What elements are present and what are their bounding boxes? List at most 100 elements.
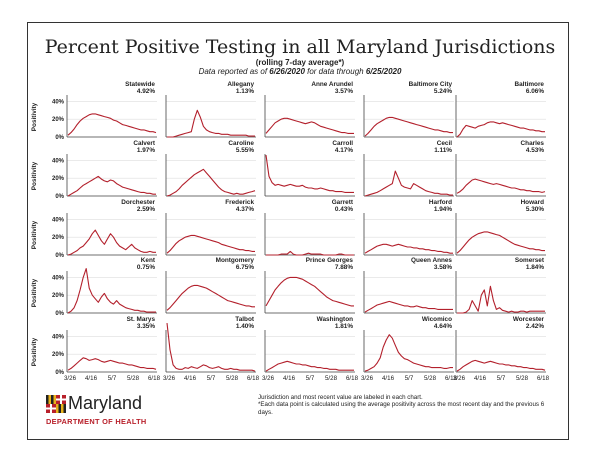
- series-line: [67, 113, 157, 136]
- series-line: [456, 178, 546, 194]
- panel-latest-value: 1.81%: [335, 323, 353, 330]
- logo-department: DEPARTMENT OF HEALTH: [46, 417, 147, 426]
- x-tick-label: 4/16: [283, 375, 296, 382]
- series-line: [166, 323, 256, 372]
- y-tick-label: 20%: [52, 293, 65, 299]
- chart-title: Percent Positive Testing in all Maryland…: [44, 36, 556, 58]
- x-tick-label: 3/26: [361, 375, 374, 382]
- footer-notes: Jurisdiction and most recent value are l…: [258, 394, 558, 416]
- y-tick-label: 0%: [55, 135, 64, 141]
- y-axis-label: Positivity: [31, 337, 38, 366]
- panel-name: Worcester: [513, 316, 545, 323]
- panel-latest-value: 2.42%: [526, 323, 544, 330]
- series-line: [166, 168, 256, 197]
- panel-latest-value: 4.92%: [137, 88, 155, 95]
- panel-name: Howard: [521, 199, 545, 206]
- series-line: [265, 155, 354, 193]
- series-line: [364, 170, 453, 197]
- x-tick-label: 3/26: [64, 375, 77, 382]
- panel-name: Somerset: [515, 257, 545, 264]
- panel-name: Dorchester: [121, 199, 155, 206]
- panel-latest-value: 4.17%: [335, 147, 353, 154]
- series-line: [457, 285, 545, 314]
- x-tick-label: 5/28: [127, 375, 140, 382]
- x-tick-label: 5/7: [405, 375, 414, 382]
- y-tick-label: 20%: [52, 176, 65, 182]
- x-tick-label: 4/16: [85, 375, 98, 382]
- x-tick-label: 6/18: [537, 375, 550, 382]
- x-tick-label: 5/28: [516, 375, 529, 382]
- panel-latest-value: 4.53%: [526, 147, 544, 154]
- panel-latest-value: 5.24%: [434, 88, 452, 95]
- panel-latest-value: 3.57%: [335, 88, 353, 95]
- series-line: [364, 243, 453, 254]
- series-line: [456, 359, 546, 372]
- panel-name: Wicomico: [422, 316, 452, 323]
- x-tick-label: 6/18: [148, 375, 161, 382]
- panel-latest-value: 1.97%: [137, 147, 155, 154]
- panel-name: Statewide: [125, 81, 155, 88]
- series-line: [265, 117, 354, 134]
- y-tick-label: 40%: [52, 158, 65, 164]
- x-tick-label: 5/7: [207, 375, 216, 382]
- panel-latest-value: 1.11%: [434, 147, 452, 154]
- series-line: [67, 229, 156, 256]
- chart-subtitle: (rolling 7-day average*): [255, 58, 345, 67]
- series-line: [67, 175, 156, 197]
- panel-latest-value: 1.84%: [526, 264, 544, 271]
- panel-name: St. Marys: [127, 316, 156, 323]
- x-tick-label: 5/7: [306, 375, 315, 382]
- panel-latest-value: 4.64%: [434, 323, 452, 330]
- y-tick-label: 40%: [52, 334, 65, 340]
- series-line: [67, 357, 157, 371]
- panel-name: Anne Arundel: [311, 81, 353, 88]
- panel-latest-value: 1.94%: [434, 206, 452, 213]
- series-line: [266, 250, 354, 256]
- x-tick-label: 3/26: [163, 375, 176, 382]
- x-tick-label: 6/18: [445, 375, 458, 382]
- series-line: [364, 300, 453, 313]
- y-tick-label: 20%: [52, 117, 65, 123]
- panel-name: Talbot: [235, 316, 255, 323]
- series-line: [166, 284, 255, 311]
- report-prefix: Data reported as of: [198, 67, 270, 76]
- y-axis-label: Positivity: [31, 278, 38, 307]
- panel-name: Queen Annes: [411, 257, 452, 264]
- series-line: [364, 116, 453, 137]
- report-date-line: Data reported as of 6/26/2020 for data t…: [0, 67, 600, 76]
- y-tick-label: 40%: [52, 99, 65, 105]
- series-line: [265, 276, 354, 307]
- panel-latest-value: 0.75%: [137, 264, 155, 271]
- panel-latest-value: 7.88%: [335, 264, 353, 271]
- panel-name: Carroll: [332, 140, 353, 147]
- panel-name: Washington: [317, 316, 353, 323]
- y-axis-label: Positivity: [31, 220, 38, 249]
- series-line: [364, 334, 453, 372]
- panel-name: Calvert: [133, 140, 156, 147]
- y-axis-label: Positivity: [31, 102, 38, 131]
- x-tick-label: 5/7: [497, 375, 506, 382]
- panel-latest-value: 3.35%: [137, 323, 155, 330]
- x-tick-label: 6/18: [346, 375, 359, 382]
- panel-latest-value: 6.06%: [526, 88, 544, 95]
- panel-name: Montgomery: [216, 257, 255, 264]
- panel-name: Garrett: [332, 199, 354, 206]
- y-axis-label: Positivity: [31, 161, 38, 190]
- panel-name: Baltimore: [515, 81, 545, 88]
- panel-latest-value: 4.37%: [236, 206, 254, 213]
- y-tick-label: 20%: [52, 352, 65, 358]
- panel-latest-value: 5.55%: [236, 147, 254, 154]
- x-tick-label: 5/28: [325, 375, 338, 382]
- panel-latest-value: 1.13%: [236, 88, 254, 95]
- x-tick-label: 5/7: [108, 375, 117, 382]
- x-tick-label: 4/16: [184, 375, 197, 382]
- panel-latest-value: 1.40%: [236, 323, 254, 330]
- panel-name: Prince Georges: [306, 257, 354, 264]
- panel-name: Charles: [521, 140, 545, 147]
- y-tick-label: 40%: [52, 217, 65, 223]
- panel-latest-value: 2.59%: [137, 206, 155, 213]
- x-tick-label: 6/18: [247, 375, 260, 382]
- footer-note-2: *Each data point is calculated using the…: [258, 401, 545, 416]
- maryland-flag-icon: [46, 395, 66, 413]
